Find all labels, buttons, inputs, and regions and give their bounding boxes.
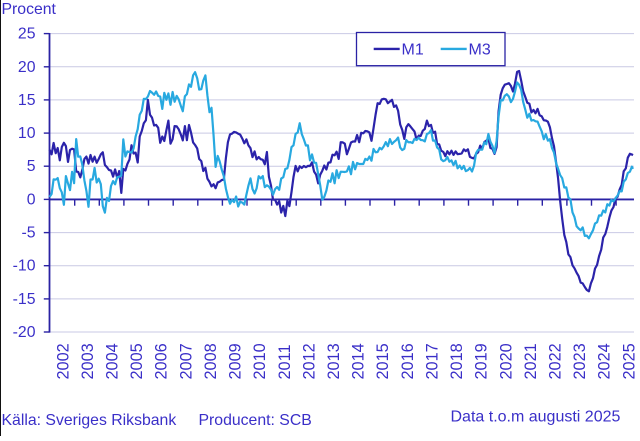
svg-text:2009: 2009: [227, 343, 245, 379]
svg-text:2013: 2013: [325, 343, 343, 379]
svg-text:10: 10: [18, 125, 36, 142]
svg-text:2016: 2016: [399, 343, 417, 379]
svg-text:2015: 2015: [374, 343, 392, 379]
svg-text:2018: 2018: [448, 343, 466, 379]
svg-text:2012: 2012: [300, 343, 318, 379]
svg-text:20: 20: [18, 59, 36, 76]
svg-text:2017: 2017: [423, 343, 441, 379]
svg-text:M3: M3: [469, 42, 491, 59]
svg-text:Procent: Procent: [2, 1, 57, 18]
svg-text:-15: -15: [13, 291, 36, 308]
svg-text:Källa: Sveriges Riksbank: Källa: Sveriges Riksbank: [2, 412, 177, 429]
svg-text:2023: 2023: [571, 343, 589, 379]
svg-text:25: 25: [18, 26, 36, 43]
svg-text:2011: 2011: [276, 344, 294, 379]
svg-text:Producent: SCB: Producent: SCB: [199, 412, 312, 429]
svg-text:M1: M1: [402, 42, 424, 59]
svg-text:0: 0: [27, 191, 36, 208]
svg-text:2014: 2014: [350, 343, 368, 379]
svg-text:Data t.o.m augusti 2025: Data t.o.m augusti 2025: [451, 409, 621, 426]
svg-text:2005: 2005: [128, 343, 146, 379]
svg-text:2020: 2020: [497, 343, 515, 379]
svg-text:-5: -5: [21, 225, 35, 242]
svg-text:2003: 2003: [79, 343, 97, 379]
svg-text:2008: 2008: [202, 343, 220, 379]
svg-text:2004: 2004: [104, 343, 122, 379]
svg-text:15: 15: [18, 92, 36, 109]
svg-text:2025: 2025: [620, 343, 638, 379]
svg-text:-10: -10: [13, 258, 36, 275]
svg-text:2010: 2010: [251, 343, 269, 379]
svg-text:2021: 2021: [522, 343, 540, 379]
svg-text:2022: 2022: [547, 343, 565, 379]
svg-text:-20: -20: [13, 324, 36, 341]
svg-text:2007: 2007: [177, 343, 195, 379]
svg-text:2006: 2006: [153, 343, 171, 379]
svg-text:2024: 2024: [596, 343, 614, 379]
svg-text:2002: 2002: [54, 343, 72, 379]
svg-text:5: 5: [27, 158, 36, 175]
svg-text:2019: 2019: [473, 343, 491, 379]
